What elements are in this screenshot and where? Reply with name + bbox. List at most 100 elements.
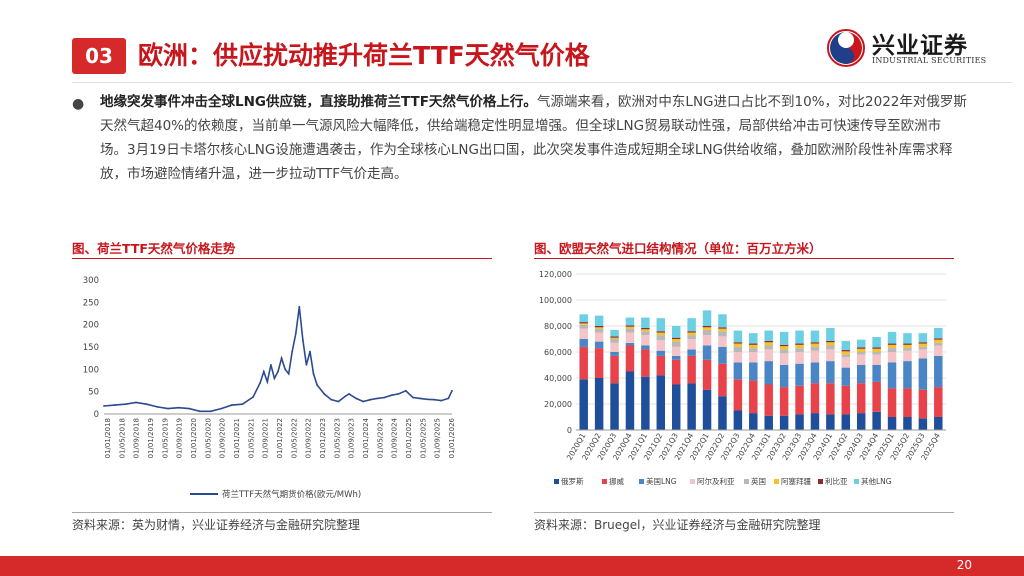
- paragraph-lead: 地缘突发事件冲击全球LNG供应链，直接助推荷兰TTF天然气价格上行。: [100, 94, 537, 110]
- bar-legend-swatch: [774, 479, 779, 484]
- ttf-price-point: [362, 400, 365, 403]
- bar-segment: [625, 325, 635, 327]
- bar-segment: [779, 331, 789, 345]
- bar-segment: [702, 335, 712, 346]
- line-x-tick-label: 01/05/2023: [333, 418, 341, 458]
- bar-segment: [594, 378, 604, 430]
- ttf-price-point: [103, 405, 105, 407]
- bar-segment: [671, 355, 681, 360]
- page-title: 欧洲：供应扰动推升荷兰TTF天然气价格: [138, 41, 590, 70]
- bar-segment: [656, 332, 666, 336]
- bar-segment: [764, 345, 773, 350]
- bar-segment: [687, 332, 696, 336]
- bar-segment: [826, 342, 835, 346]
- bar-segment: [903, 348, 912, 351]
- bar-segment: [718, 314, 727, 328]
- logo-name: 兴业证券: [872, 32, 968, 59]
- bar-segment: [795, 343, 804, 345]
- bar-segment: [594, 332, 604, 342]
- bar-segment: [610, 352, 619, 356]
- ttf-price-point: [209, 410, 212, 413]
- bar-segment: [749, 348, 758, 352]
- bar-segment: [641, 331, 650, 336]
- ttf-price-point: [330, 398, 333, 401]
- bar-segment: [749, 352, 758, 363]
- bar-segment: [579, 339, 588, 347]
- bar-y-tick-label: 40,000: [544, 374, 572, 383]
- line-x-tick-label: 01/05/2021: [247, 418, 255, 458]
- bar-segment: [641, 349, 650, 377]
- bar-segment: [702, 359, 712, 390]
- bar-segment: [625, 328, 635, 333]
- bar-segment: [733, 343, 743, 347]
- bar-segment: [903, 343, 912, 345]
- bar-segment: [856, 354, 866, 365]
- bar-segment: [579, 323, 588, 325]
- bar-segment: [733, 330, 743, 343]
- bar-segment: [856, 348, 866, 352]
- bar-segment: [826, 345, 835, 350]
- ttf-price-point: [390, 394, 393, 397]
- ttf-price-point: [404, 389, 407, 392]
- bar-segment: [934, 417, 943, 430]
- left-chart-bottom-rule: [72, 512, 492, 513]
- line-x-tick-label: 01/01/2019: [147, 418, 155, 458]
- bar-segment: [702, 345, 712, 360]
- bar-segment: [749, 413, 758, 430]
- bar-segment: [856, 347, 866, 349]
- ttf-price-point: [124, 403, 127, 406]
- ttf-price-point: [266, 380, 269, 383]
- bar-segment: [749, 344, 758, 349]
- ttf-price-point: [412, 396, 414, 399]
- bar-segment: [934, 327, 943, 339]
- ttf-price-point: [447, 397, 450, 400]
- bar-segment: [671, 337, 681, 339]
- ttf-price-point: [230, 404, 233, 406]
- line-y-tick-label: 250: [83, 298, 99, 308]
- line-y-tick-label: 200: [83, 321, 99, 331]
- ttf-price-point: [337, 400, 340, 403]
- bar-segment: [764, 384, 773, 416]
- line-x-tick-label: 01/01/2018: [104, 418, 112, 458]
- bar-segment: [625, 342, 635, 346]
- bar-legend-label: 挪威: [609, 476, 624, 486]
- bar-segment: [810, 342, 820, 344]
- bar-segment: [903, 388, 912, 417]
- bar-segment: [872, 365, 881, 382]
- ttf-price-point: [298, 305, 301, 308]
- bar-segment: [610, 355, 619, 384]
- line-x-tick-label: 01/09/2018: [133, 418, 141, 458]
- ttf-price-point: [241, 403, 244, 406]
- bar-segment: [764, 340, 773, 343]
- bar-segment: [872, 352, 881, 355]
- bar-segment: [887, 348, 897, 352]
- bar-segment: [764, 415, 773, 430]
- bar-segment: [779, 365, 789, 388]
- bar-segment: [841, 354, 851, 358]
- bar-segment: [826, 340, 835, 343]
- bar-legend-label: 阿尔及利亚: [697, 476, 735, 486]
- bar-segment: [810, 383, 820, 414]
- bar-segment: [810, 330, 820, 343]
- ttf-price-point: [287, 372, 290, 375]
- ttf-price-point: [188, 407, 191, 410]
- ttf-price-point: [273, 377, 276, 380]
- bar-legend-label: 美国LNG: [646, 476, 677, 486]
- bar-segment: [826, 349, 835, 362]
- bar-segment: [671, 359, 681, 385]
- bar-legend-label: 其他LNG: [861, 476, 892, 486]
- eu-gas-import-bar-chart: 020,00040,00060,00080,000100,000120,0002…: [539, 270, 946, 486]
- ttf-price-point: [323, 393, 326, 395]
- ttf-price-point: [294, 332, 297, 335]
- ttf-price-point: [291, 350, 294, 353]
- ttf-price-point: [305, 363, 308, 366]
- ttf-price-point: [369, 398, 372, 401]
- line-legend-label: 荷兰TTF天然气期货价格(欧元/MWh): [222, 489, 361, 500]
- bar-segment: [625, 371, 635, 430]
- bar-segment: [656, 335, 666, 341]
- body-paragraph: 地缘突发事件冲击全球LNG供应链，直接助推荷兰TTF天然气价格上行。气源端来看，…: [100, 90, 968, 186]
- bar-segment: [656, 355, 666, 376]
- ttf-price-point: [376, 397, 379, 400]
- bar-segment: [872, 411, 881, 430]
- bar-segment: [872, 354, 881, 365]
